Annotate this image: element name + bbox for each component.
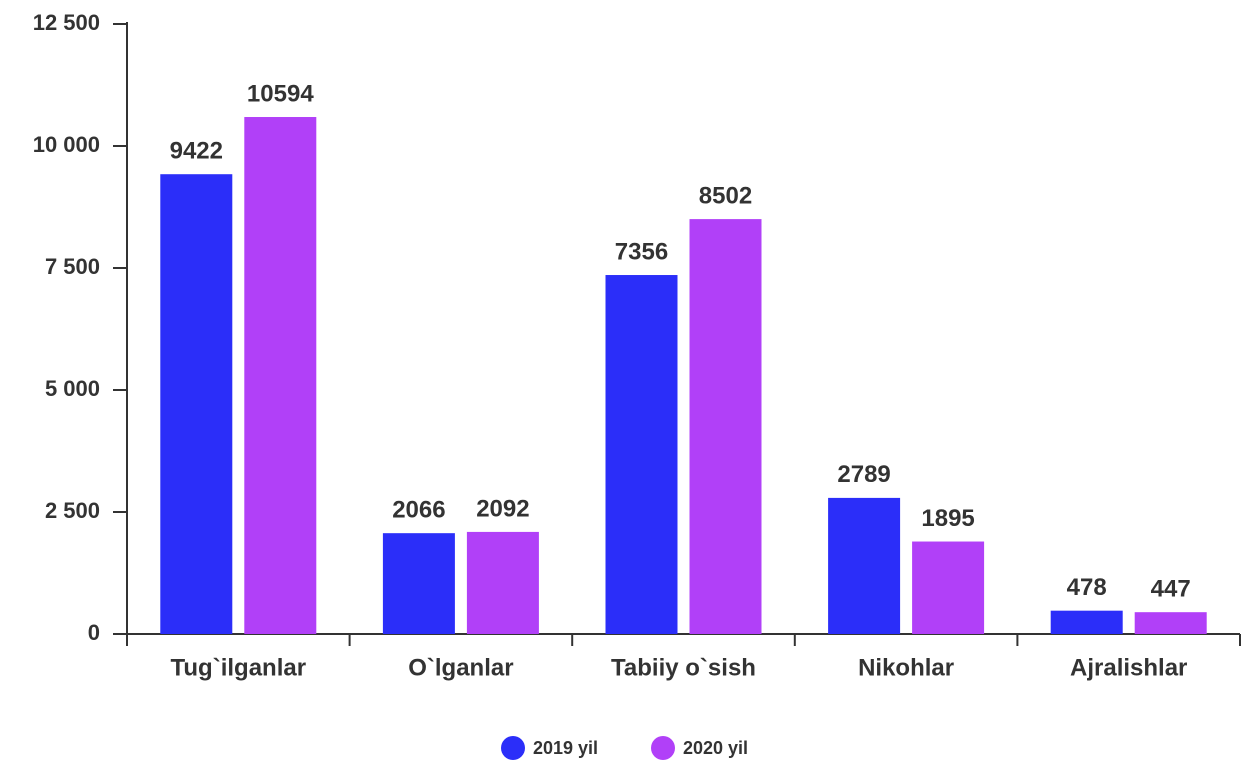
value-label: 9422 — [170, 138, 223, 165]
y-tick-label: 5 000 — [45, 376, 100, 401]
bar — [689, 219, 762, 634]
value-label: 2092 — [476, 495, 529, 522]
y-tick-label: 0 — [88, 620, 100, 645]
legend-swatch — [651, 736, 675, 760]
bar — [244, 117, 317, 634]
value-label: 7356 — [615, 238, 668, 265]
bar — [828, 497, 901, 634]
value-label: 8502 — [699, 182, 752, 209]
value-label: 2066 — [392, 497, 445, 524]
legend-label: 2020 yil — [683, 738, 748, 758]
legend-label: 2019 yil — [533, 738, 598, 758]
x-tick-label: Tug`ilganlar — [171, 654, 307, 681]
bar — [382, 533, 455, 634]
value-label: 2789 — [837, 461, 890, 488]
bar — [605, 275, 678, 634]
bar — [1134, 612, 1207, 634]
legend-swatch — [501, 736, 525, 760]
y-tick-label: 12 500 — [33, 10, 100, 35]
y-tick-label: 2 500 — [45, 498, 100, 523]
bar — [160, 174, 233, 634]
bar — [912, 541, 985, 634]
value-label: 478 — [1067, 574, 1107, 601]
bar — [466, 531, 539, 634]
x-tick-label: Ajralishlar — [1070, 654, 1187, 681]
x-tick-label: O`lganlar — [408, 654, 513, 681]
y-tick-label: 7 500 — [45, 254, 100, 279]
y-tick-label: 10 000 — [33, 132, 100, 157]
x-tick-label: Tabiiy o`sish — [611, 654, 756, 681]
bar — [1050, 610, 1123, 634]
value-label: 10594 — [247, 80, 314, 107]
value-label: 447 — [1151, 576, 1191, 603]
value-label: 1895 — [921, 505, 974, 532]
x-tick-label: Nikohlar — [858, 654, 954, 681]
